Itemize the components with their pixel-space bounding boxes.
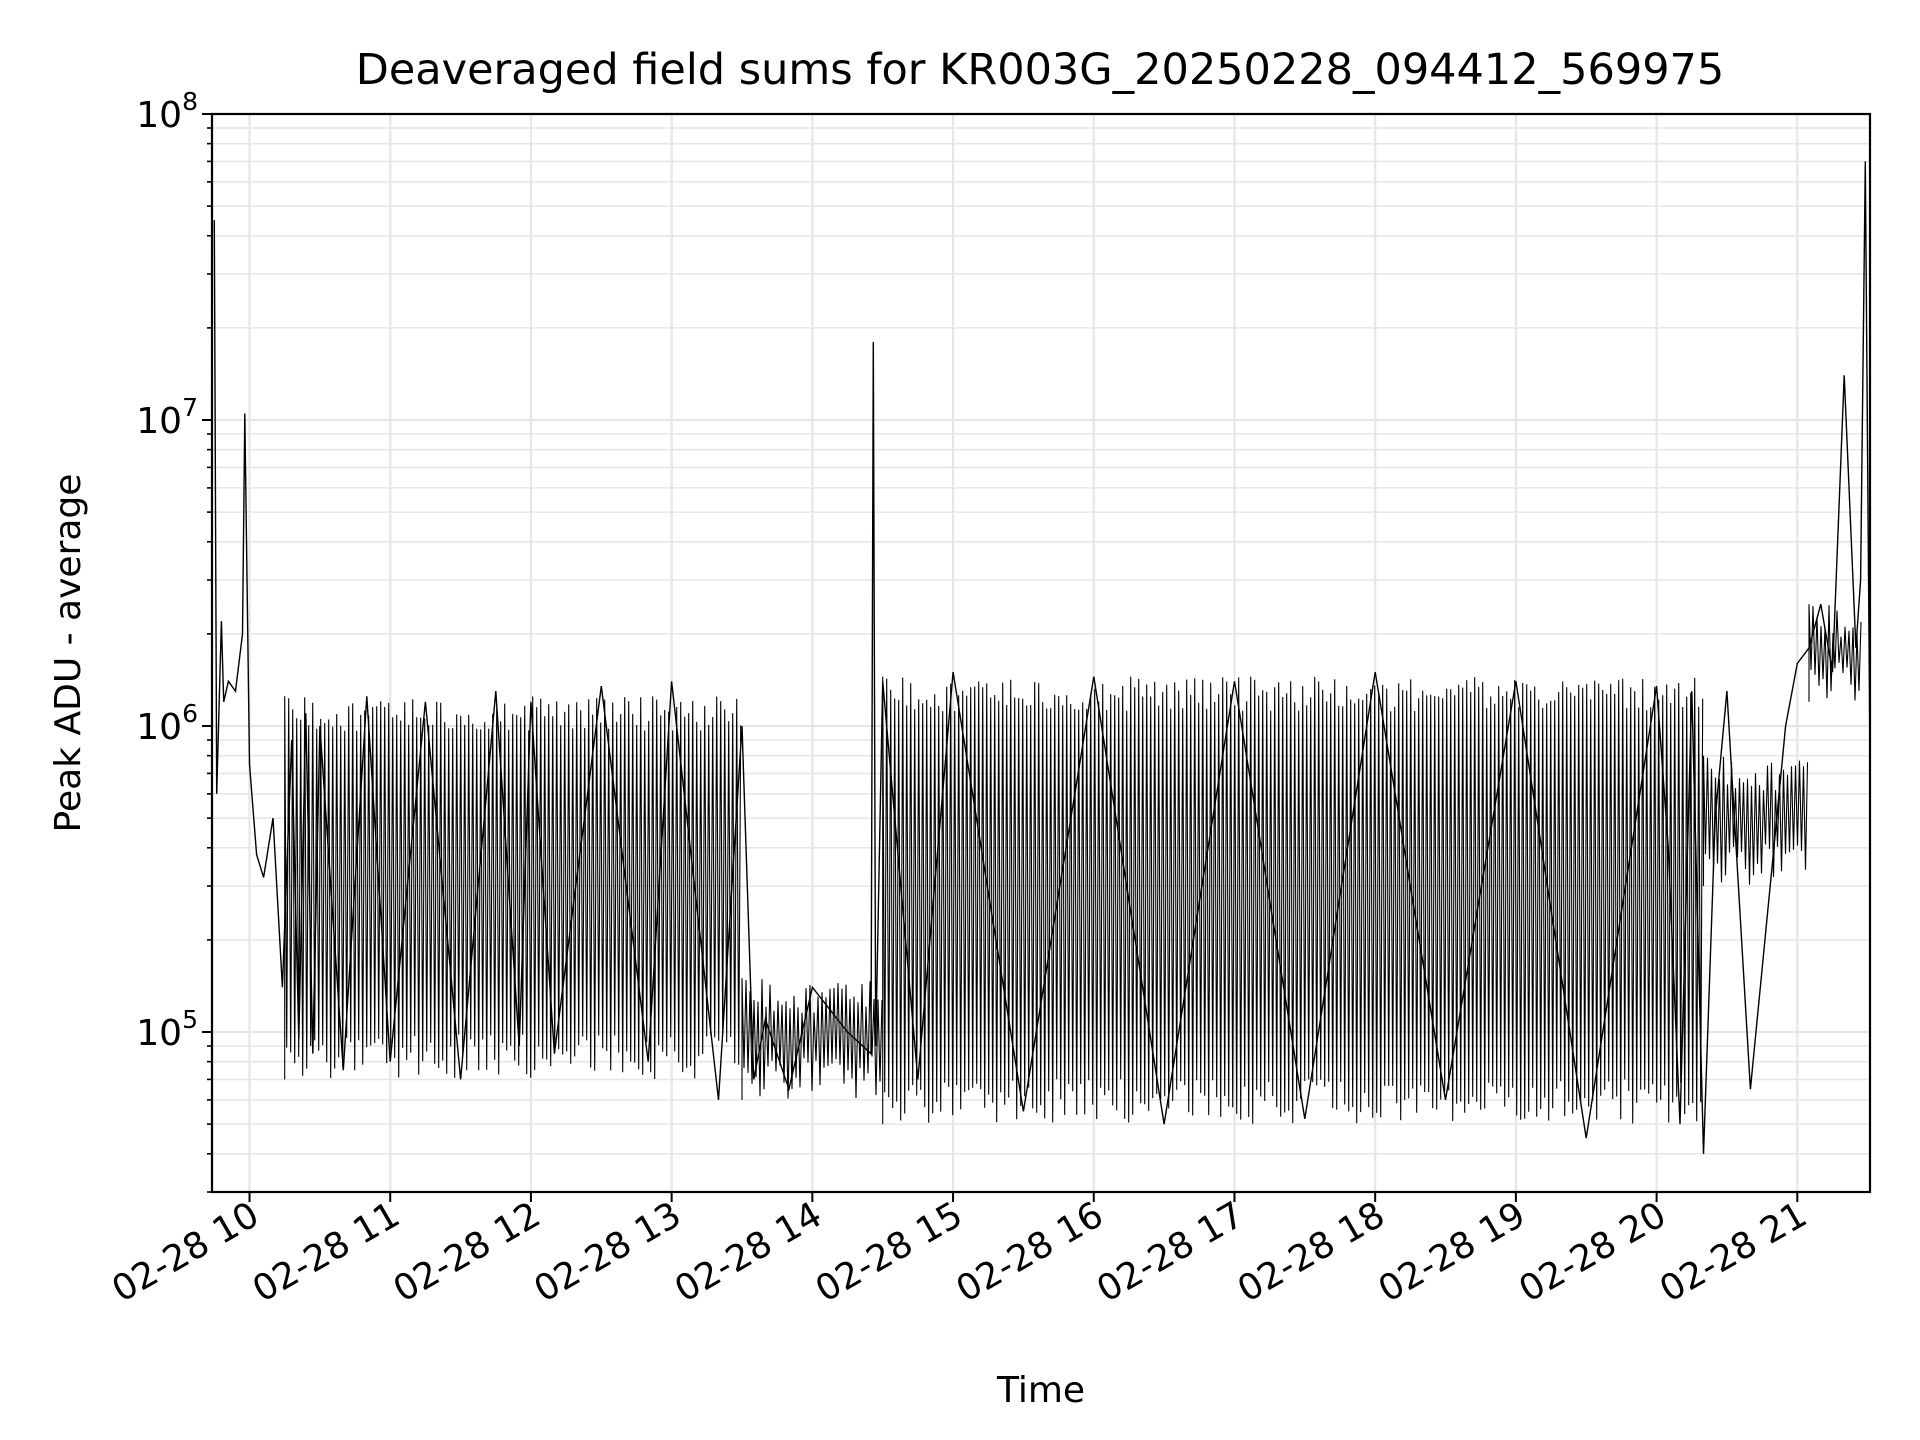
plot-area <box>210 112 1872 1194</box>
x-axis-label: Time <box>996 1370 1085 1411</box>
series-envelope <box>284 696 742 1080</box>
y-axis-ticks: 105 106 107 108 <box>136 87 212 1193</box>
series-envelope <box>741 978 883 1100</box>
y-tick-label: 106 <box>136 699 198 748</box>
y-axis-label: Peak ADU - average <box>48 474 89 833</box>
series-envelope <box>882 676 1704 1125</box>
y-tick-label: 105 <box>136 1005 198 1054</box>
chart-title: Deaveraged field sums for KR003G_2025022… <box>356 45 1725 95</box>
series-line <box>213 161 1871 1154</box>
series-envelope <box>1702 755 1809 886</box>
plot-frame <box>210 112 1872 1194</box>
y-tick-label: 107 <box>136 393 198 442</box>
y-tick-label: 108 <box>136 87 198 136</box>
